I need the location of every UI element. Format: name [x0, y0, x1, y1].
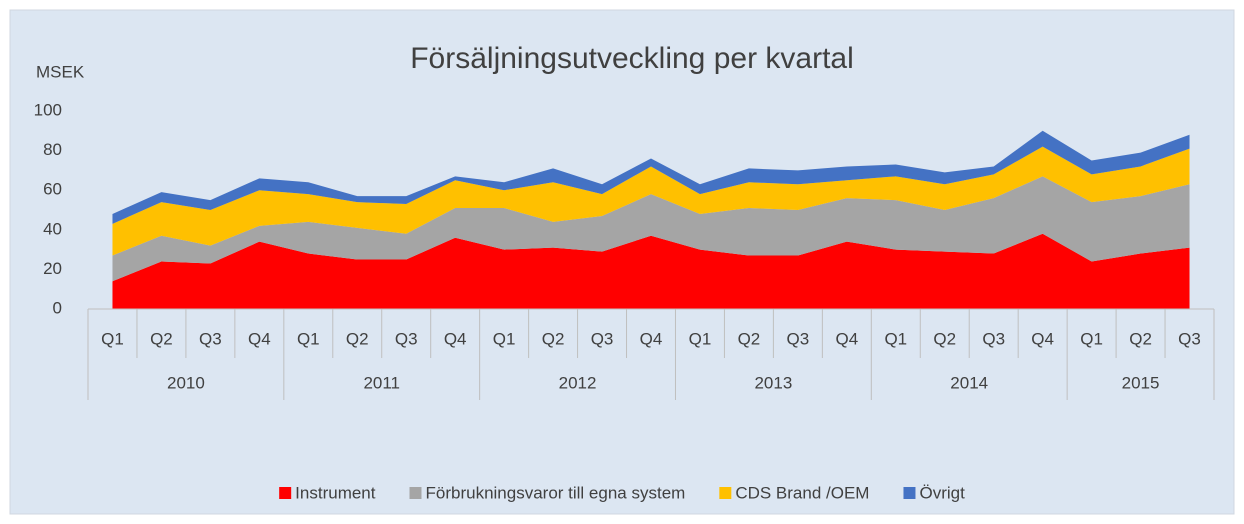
x-tick-label: Q2: [738, 329, 761, 348]
x-group-label: 2015: [1122, 373, 1160, 392]
x-group-label: 2012: [559, 373, 597, 392]
chart-title: Försäljningsutveckling per kvartal: [410, 42, 854, 75]
x-tick-label: Q3: [1178, 329, 1201, 348]
area: [112, 176, 1190, 282]
x-tick-label: Q3: [982, 329, 1005, 348]
legend-label: Förbrukningsvaror till egna system: [425, 483, 685, 502]
legend: Instrument Förbrukningsvaror till egna sy…: [279, 483, 965, 502]
x-tick-label: Q1: [689, 329, 712, 348]
legend-swatch: [719, 487, 732, 499]
x-group-label: 2014: [950, 373, 988, 392]
x-tick-label: Q3: [199, 329, 222, 348]
x-tick-label: Q4: [640, 329, 663, 348]
x-tick-label: Q2: [150, 329, 173, 348]
x-tick-label: Q4: [1031, 329, 1054, 348]
y-tick-label: 100: [34, 100, 62, 119]
x-tick-label: Q4: [835, 329, 858, 348]
x-tick-label: Q1: [493, 329, 516, 348]
x-group-label: 2013: [754, 373, 792, 392]
x-tick-label: Q4: [444, 329, 467, 348]
legend-swatch: [409, 487, 422, 499]
x-tick-label: Q1: [884, 329, 907, 348]
legend-label: Instrument: [295, 483, 376, 502]
x-tick-label: Q2: [1129, 329, 1152, 348]
y-tick-label: 0: [53, 298, 62, 317]
y-tick-label: 60: [43, 180, 62, 199]
area: [112, 130, 1190, 224]
area: [112, 233, 1190, 309]
x-tick-label: Q2: [346, 329, 369, 348]
x-group-label: 2010: [167, 373, 205, 392]
y-tick-label: 20: [43, 259, 62, 278]
x-tick-label: Q4: [248, 329, 271, 348]
x-tick-label: Q1: [101, 329, 124, 348]
x-tick-label: Q1: [297, 329, 320, 348]
x-tick-label: Q2: [933, 329, 956, 348]
x-tick-label: Q3: [591, 329, 614, 348]
legend-swatch: [903, 487, 916, 499]
area: [112, 146, 1190, 256]
legend-label: Övrigt: [919, 483, 965, 502]
legend-swatch: [279, 487, 292, 499]
y-tick-label: 80: [43, 140, 62, 159]
y-axis-label: MSEK: [36, 62, 85, 81]
x-tick-label: Q3: [787, 329, 810, 348]
x-tick-label: Q3: [395, 329, 418, 348]
legend-label: CDS Brand /OEM: [735, 483, 869, 502]
x-tick-label: Q2: [542, 329, 565, 348]
x-group-label: 2011: [363, 373, 400, 392]
y-tick-label: 40: [43, 219, 62, 238]
x-tick-label: Q1: [1080, 329, 1103, 348]
